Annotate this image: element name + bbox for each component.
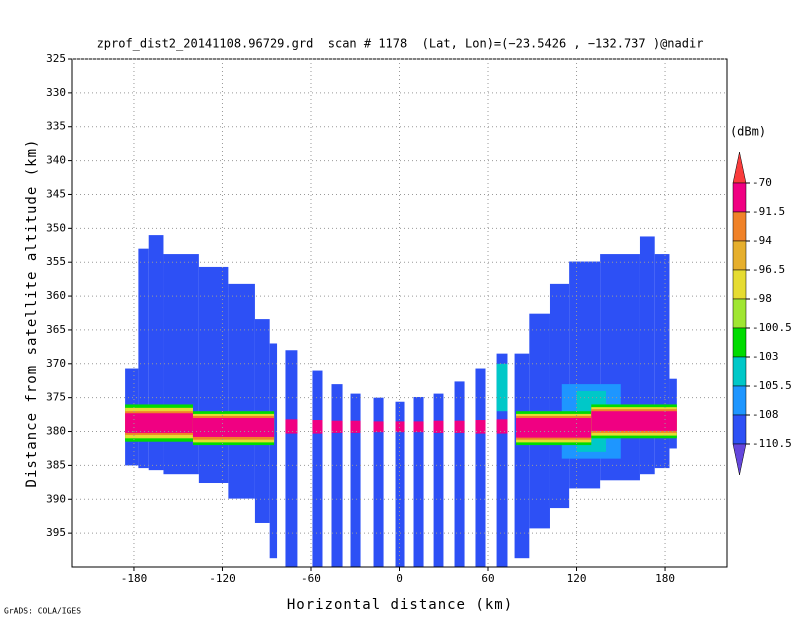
colorbar-segment xyxy=(732,240,747,271)
colorbar-label: -70 xyxy=(752,176,772,189)
y-tick-label: 325 xyxy=(46,52,66,65)
cell xyxy=(312,370,323,567)
cell xyxy=(454,420,465,433)
cell xyxy=(192,417,275,437)
y-tick-label: 340 xyxy=(46,154,66,167)
y-tick-label: 355 xyxy=(46,255,66,268)
colorbar-label: -108 xyxy=(752,408,779,421)
cell xyxy=(285,350,298,567)
x-tick-label: -120 xyxy=(209,572,236,585)
colorbar-triangle xyxy=(732,443,747,476)
y-tick-label: 385 xyxy=(46,458,66,471)
colorbar-segment xyxy=(732,327,747,358)
x-tick-label: -60 xyxy=(301,572,321,585)
cell xyxy=(496,353,508,567)
cell xyxy=(350,393,361,567)
cell xyxy=(198,266,229,484)
colorbar-label: -103 xyxy=(752,350,779,363)
cell xyxy=(285,419,298,434)
y-tick-label: 390 xyxy=(46,492,66,505)
y-tick-label: 360 xyxy=(46,289,66,302)
y-tick-label: 350 xyxy=(46,221,66,234)
y-tick-label: 380 xyxy=(46,425,66,438)
x-tick-label: 0 xyxy=(396,572,403,585)
colorbar-segment xyxy=(732,385,747,416)
footer: GrADS: COLA/IGES xyxy=(4,607,81,616)
y-tick-label: 330 xyxy=(46,86,66,99)
cell xyxy=(228,283,255,499)
cell xyxy=(496,419,508,434)
cell xyxy=(269,343,278,559)
y-tick-label: 370 xyxy=(46,357,66,370)
cell xyxy=(514,353,530,559)
cell xyxy=(125,413,193,433)
colorbar-segment xyxy=(732,298,747,329)
cell xyxy=(138,248,149,469)
colorbar-label: -91.5 xyxy=(752,205,785,218)
chart-title: zprof_dist2_20141108.96729.grd scan # 11… xyxy=(97,37,704,51)
x-tick-label: 180 xyxy=(655,572,675,585)
colorbar-segment xyxy=(732,211,747,242)
colorbar-label: -105.5 xyxy=(752,379,792,392)
cell xyxy=(395,401,405,567)
cell xyxy=(516,417,592,438)
cell xyxy=(433,420,444,433)
cell xyxy=(395,421,405,433)
colorbar-label: -100.5 xyxy=(752,321,792,334)
colorbar-segment xyxy=(732,182,747,213)
cell xyxy=(312,420,323,434)
y-tick-label: 345 xyxy=(46,187,66,200)
colorbar-triangle xyxy=(732,151,747,184)
cell xyxy=(433,393,444,567)
x-tick-label: 120 xyxy=(567,572,587,585)
cell xyxy=(413,421,424,433)
cell xyxy=(373,421,384,433)
colorbar-label: (dBm) xyxy=(730,125,766,139)
colorbar-segment xyxy=(732,414,747,445)
cell xyxy=(331,420,343,433)
colorbar-segment xyxy=(732,356,747,387)
colorbar-segment xyxy=(732,269,747,300)
cell xyxy=(454,381,465,567)
cell xyxy=(639,236,655,475)
colorbar-label: -94 xyxy=(752,234,772,247)
cell xyxy=(350,420,361,433)
cell xyxy=(475,420,486,434)
y-tick-label: 335 xyxy=(46,120,66,133)
x-tick-label: -180 xyxy=(121,572,148,585)
cell xyxy=(373,397,384,567)
y-axis-label: Distance from satellite altitude (km) xyxy=(24,139,40,488)
y-tick-label: 365 xyxy=(46,323,66,336)
cell xyxy=(331,384,343,567)
y-tick-label: 395 xyxy=(46,526,66,539)
colorbar-label: -98 xyxy=(752,292,772,305)
field xyxy=(125,235,677,567)
x-tick-label: 60 xyxy=(481,572,494,585)
colorbar-label: -96.5 xyxy=(752,263,785,276)
cell xyxy=(413,396,424,567)
colorbar-label: -110.5 xyxy=(752,437,792,450)
cell xyxy=(475,368,486,567)
x-axis-label: Horizontal distance (km) xyxy=(287,597,513,613)
cell xyxy=(591,411,677,431)
cell xyxy=(496,363,508,412)
y-tick-label: 375 xyxy=(46,391,66,404)
